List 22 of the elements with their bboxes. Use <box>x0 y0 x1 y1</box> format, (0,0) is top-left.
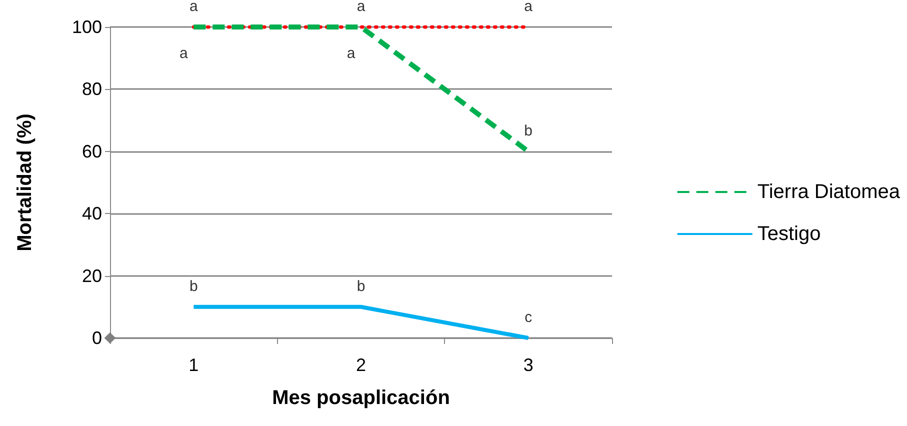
annotation: b <box>356 278 366 295</box>
annotation: a <box>346 45 356 62</box>
annotation: b <box>189 278 198 295</box>
annotation: b <box>524 122 533 140</box>
y-tick-label: 80 <box>82 79 102 100</box>
legend-label: Testigo <box>757 223 821 245</box>
legend-label: Tierra Diatomea <box>757 181 901 203</box>
x-tick-label: 1 <box>188 355 199 375</box>
y-tick-label: 100 <box>72 17 102 37</box>
y-axis-title: Mortalidad (%) <box>14 114 36 252</box>
annotation: a <box>179 45 188 62</box>
x-tick-label: 2 <box>356 355 366 375</box>
annotation: c <box>524 309 533 326</box>
annotation: a <box>356 0 366 15</box>
x-tick-label: 3 <box>523 355 534 375</box>
y-tick-label: 40 <box>82 204 102 224</box>
annotation: a <box>189 0 198 15</box>
y-tick-label: 0 <box>92 328 102 348</box>
y-tick-label: 20 <box>82 266 102 286</box>
annotation: a <box>524 0 534 15</box>
x-axis-title: Mes posaplicación <box>272 387 450 409</box>
y-tick-label: 60 <box>82 141 102 162</box>
